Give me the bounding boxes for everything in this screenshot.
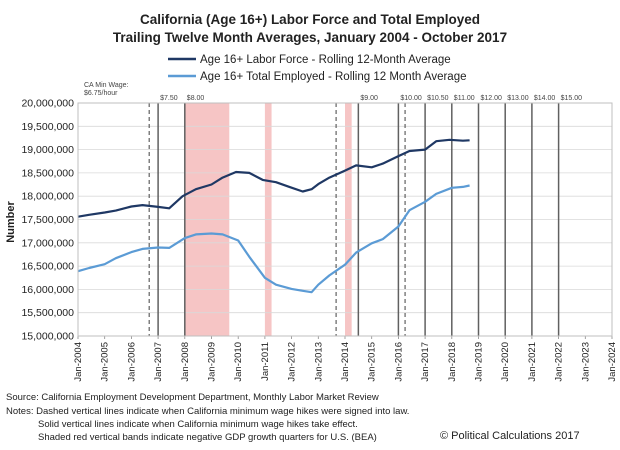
note-red-bands: Shaded red vertical bands indicate negat… bbox=[38, 432, 377, 443]
y-tick-label: 17,500,000 bbox=[21, 214, 74, 226]
x-tick-label: Jan-2013 bbox=[313, 342, 324, 382]
x-tick-label: Jan-2015 bbox=[367, 342, 378, 382]
x-tick-label: Jan-2010 bbox=[233, 342, 244, 382]
plot-frame bbox=[77, 102, 613, 337]
wage-annotation-line2: $6.75/hour bbox=[84, 90, 118, 97]
wage-line-label: $13.00 bbox=[507, 95, 529, 102]
wage-line-label: $9.00 bbox=[360, 95, 378, 102]
x-tick-label: Jan-2016 bbox=[393, 342, 404, 382]
y-tick-label: 16,000,000 bbox=[21, 284, 74, 296]
y-tick-label: 17,000,000 bbox=[21, 237, 74, 249]
wage-line-label: $7.50 bbox=[160, 95, 178, 102]
y-tick-label: 18,000,000 bbox=[21, 191, 74, 203]
y-tick-label: 20,000,000 bbox=[21, 98, 74, 110]
wage-line-label: $11.00 bbox=[454, 95, 475, 102]
y-tick-label: 15,500,000 bbox=[21, 307, 74, 319]
x-tick-label: Jan-2024 bbox=[607, 342, 618, 382]
wage-line-label: $8.00 bbox=[187, 95, 205, 102]
x-tick-label: Jan-2008 bbox=[180, 342, 191, 382]
wage-line-label: $10.00 bbox=[400, 95, 422, 102]
y-tick-label: 18,500,000 bbox=[21, 167, 74, 179]
wage-line-label: $15.00 bbox=[561, 95, 583, 102]
y-tick-label: 19,000,000 bbox=[21, 144, 74, 156]
x-tick-label: Jan-2007 bbox=[153, 342, 164, 382]
y-tick-label: 19,500,000 bbox=[21, 121, 74, 133]
wage-line-label: $10.50 bbox=[427, 95, 449, 102]
x-tick-label: Jan-2019 bbox=[474, 342, 485, 382]
x-tick-label: Jan-2014 bbox=[340, 342, 351, 382]
chart-subtitle: Trailing Twelve Month Averages, January … bbox=[113, 30, 507, 45]
x-tick-label: Jan-2023 bbox=[580, 342, 591, 382]
legend-label-labor-force: Age 16+ Labor Force - Rolling 12-Month A… bbox=[200, 54, 451, 66]
wage-lines: $7.50 $8.00 $9.00 $10.00 $10.50 $11.00 $12.00 $… bbox=[148, 95, 583, 336]
series-lines bbox=[77, 138, 470, 294]
x-tick-label: Jan-2018 bbox=[447, 342, 458, 382]
y-axis-title: Number bbox=[5, 201, 17, 243]
x-tick-label: Jan-2017 bbox=[420, 342, 431, 382]
y-tick-labels: 15,000,000 15,500,000 16,000,000 16,500,000… bbox=[21, 98, 74, 343]
source-note: Source: California Employment Developmen… bbox=[6, 392, 379, 403]
x-tick-label: Jan-2009 bbox=[207, 342, 218, 382]
x-tick-label: Jan-2022 bbox=[554, 342, 565, 382]
note-solid-lines: Solid vertical lines indicate when Calif… bbox=[38, 419, 358, 430]
x-tick-label: Jan-2020 bbox=[500, 342, 511, 382]
legend: Age 16+ Labor Force - Rolling 12-Month A… bbox=[168, 54, 466, 83]
credit: © Political Calculations 2017 bbox=[440, 430, 580, 442]
x-tick-label: Jan-2006 bbox=[126, 342, 137, 382]
wage-line-label: $12.00 bbox=[481, 95, 503, 102]
x-tick-label: Jan-2012 bbox=[287, 342, 298, 382]
chart-title: California (Age 16+) Labor Force and Tot… bbox=[140, 12, 480, 27]
y-tick-label: 16,500,000 bbox=[21, 261, 74, 273]
x-tick-labels: Jan-2004 Jan-2005 Jan-2006 Jan-2007 Jan-2008… bbox=[73, 336, 618, 382]
series-line-employed bbox=[77, 184, 470, 294]
x-tick-label: Jan-2004 bbox=[73, 342, 84, 382]
wage-annotation-line1: CA Min Wage: bbox=[84, 82, 129, 89]
y-tick-label: 15,000,000 bbox=[21, 331, 74, 343]
x-tick-label: Jan-2011 bbox=[260, 342, 271, 381]
series-line-labor-force bbox=[77, 138, 470, 218]
note-dashed-lines: Notes: Dashed vertical lines indicate wh… bbox=[6, 406, 410, 417]
x-tick-label: Jan-2021 bbox=[527, 342, 538, 382]
x-tick-label: Jan-2005 bbox=[100, 342, 111, 382]
legend-label-employed: Age 16+ Total Employed - Rolling 12 Mont… bbox=[200, 71, 466, 83]
wage-line-label: $14.00 bbox=[534, 95, 556, 102]
